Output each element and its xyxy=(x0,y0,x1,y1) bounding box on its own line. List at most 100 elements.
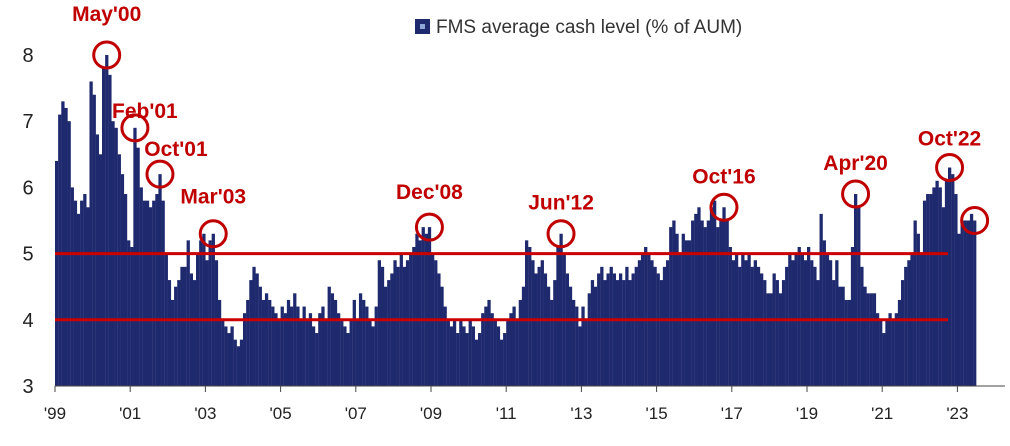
annotation-label: Mar'03 xyxy=(180,186,246,209)
bar xyxy=(471,326,476,386)
bar xyxy=(550,299,554,386)
bar xyxy=(525,240,529,386)
bar xyxy=(897,299,902,386)
bar xyxy=(396,266,400,386)
bar xyxy=(697,207,701,386)
annotation-circle xyxy=(546,219,576,249)
bar xyxy=(136,147,140,386)
bar xyxy=(174,286,178,386)
bar xyxy=(493,319,497,386)
bar xyxy=(421,227,425,386)
bar xyxy=(581,306,585,386)
bar xyxy=(380,266,385,386)
annotation-circle xyxy=(841,179,871,209)
bar xyxy=(625,266,629,386)
bar xyxy=(503,333,507,386)
bar xyxy=(656,273,660,386)
bar xyxy=(719,220,723,386)
bar xyxy=(177,280,181,386)
bar xyxy=(913,220,917,386)
bar xyxy=(452,319,457,386)
bar xyxy=(249,280,253,386)
bar xyxy=(315,333,319,386)
bar xyxy=(590,280,595,386)
bar xyxy=(211,233,215,386)
bar xyxy=(578,326,582,386)
bar xyxy=(327,286,331,386)
annotation-circle xyxy=(198,219,228,249)
annotation-label: Apr'20 xyxy=(823,152,888,175)
bar xyxy=(76,213,81,386)
x-tick-label: '21 xyxy=(871,404,893,423)
bar xyxy=(490,313,494,386)
bar xyxy=(340,319,344,386)
bar xyxy=(938,187,942,386)
legend-label: FMS average cash level (% of AUM) xyxy=(436,17,742,38)
y-tick-label: 5 xyxy=(22,244,33,266)
x-tick-label: '99 xyxy=(44,404,66,423)
bar xyxy=(496,326,501,386)
legend-swatch-highlight xyxy=(420,24,425,29)
bar xyxy=(593,286,598,386)
bar xyxy=(669,227,673,386)
bar xyxy=(863,286,867,386)
bar xyxy=(584,319,588,386)
bar xyxy=(355,319,360,386)
bar xyxy=(559,233,563,386)
bar xyxy=(565,273,570,386)
bar xyxy=(418,240,422,386)
bar xyxy=(155,194,159,386)
bar xyxy=(518,299,523,386)
bar xyxy=(901,280,905,386)
bar xyxy=(612,273,617,386)
bar xyxy=(114,127,118,386)
bar xyxy=(478,333,482,386)
bar xyxy=(55,160,59,386)
bar xyxy=(929,194,933,386)
bar xyxy=(286,299,291,386)
bar xyxy=(869,293,873,386)
annotation-circle xyxy=(414,212,444,242)
bar xyxy=(214,260,219,386)
bar xyxy=(556,246,560,386)
bar xyxy=(894,313,899,386)
bar xyxy=(951,174,955,386)
annotation-label: May'00 xyxy=(72,3,141,26)
bar xyxy=(86,207,90,386)
bar xyxy=(941,207,946,386)
bar xyxy=(512,306,516,386)
bar xyxy=(832,280,836,386)
bar xyxy=(120,174,125,386)
bar xyxy=(760,273,764,386)
x-tick-label: '19 xyxy=(796,404,818,423)
bar xyxy=(252,266,256,386)
bar xyxy=(487,299,491,386)
annotation-circle xyxy=(92,40,122,70)
bar xyxy=(139,187,143,386)
annotation-circle xyxy=(960,206,990,235)
bar xyxy=(659,280,664,386)
annotation-circle xyxy=(935,153,965,183)
bar xyxy=(709,207,714,386)
bar xyxy=(816,280,820,386)
bar xyxy=(384,286,388,386)
bar xyxy=(957,233,961,386)
bar xyxy=(277,319,281,386)
bar xyxy=(540,260,544,386)
y-tick-label: 7 xyxy=(22,111,33,133)
bar xyxy=(753,260,758,386)
bar xyxy=(468,319,472,386)
bar xyxy=(208,240,212,386)
bar xyxy=(785,266,789,386)
y-tick-label: 3 xyxy=(22,376,33,398)
bar xyxy=(180,266,184,386)
bar xyxy=(236,346,241,386)
bar xyxy=(932,187,936,386)
bar xyxy=(916,233,920,386)
bar xyxy=(227,333,231,386)
bar xyxy=(346,333,350,386)
bar xyxy=(609,266,613,386)
bar xyxy=(681,233,685,386)
